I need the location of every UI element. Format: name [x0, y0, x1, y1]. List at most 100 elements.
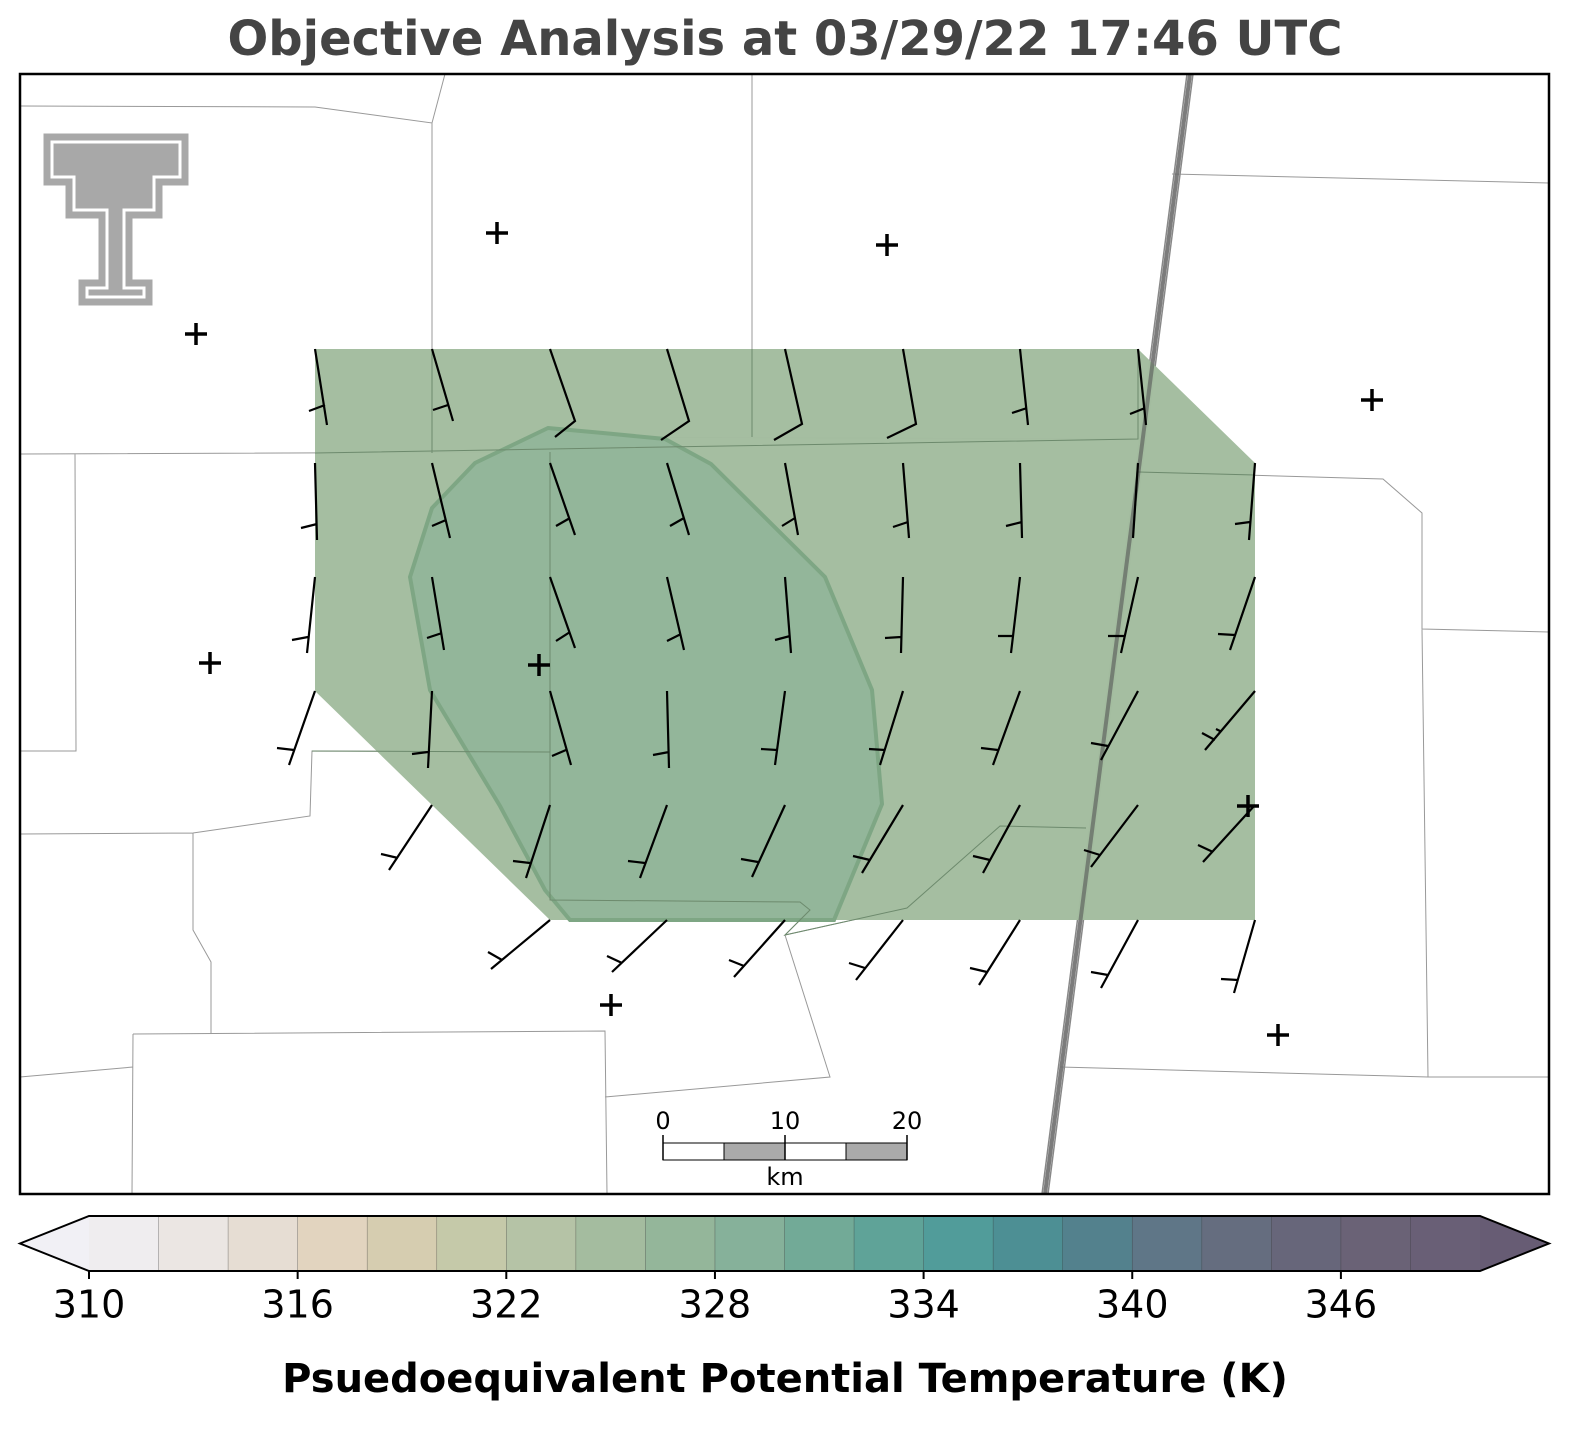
wind-barb [291, 576, 317, 654]
scale-tick-label: 10 [770, 1107, 801, 1135]
state-border-shade [1043, 74, 1192, 1194]
wind-barb [1005, 462, 1024, 539]
wind-barb [848, 919, 904, 981]
colorbar-tick-label: 328 [679, 1283, 752, 1327]
colorbar-tick-label: 340 [1096, 1283, 1169, 1327]
scale-unit: km [766, 1163, 803, 1191]
wind-barb [969, 919, 1021, 986]
wind-barb [512, 804, 552, 879]
colorbar-segment [89, 1216, 160, 1271]
wind-barb [781, 462, 800, 536]
wind-barb [548, 462, 577, 536]
wind-barb [300, 462, 319, 541]
colorbar: 310 316 322 328 334 340 346 [17, 1215, 1552, 1327]
wind-barb [852, 804, 904, 874]
colorbar-tick-label: 316 [261, 1283, 334, 1327]
colorbar-segment [158, 1216, 229, 1271]
wind-barb [1090, 690, 1139, 761]
wind-barb [728, 919, 786, 978]
wind-barb [430, 348, 455, 422]
colorbar-segment [228, 1216, 299, 1271]
wind-barb [884, 576, 905, 654]
wind-barb [1234, 462, 1257, 541]
wind-barb [652, 690, 671, 769]
wind-barbs [276, 348, 1257, 994]
wind-barb [627, 804, 669, 879]
wind-barb [308, 348, 329, 426]
scale-tick-label: 20 [892, 1107, 923, 1135]
wind-barb [1108, 576, 1140, 654]
wind-barb [380, 804, 433, 871]
wind-barb [606, 919, 668, 973]
wind-barb [868, 690, 905, 766]
colorbar-segment [923, 1216, 994, 1271]
wind-barb [660, 348, 691, 441]
colorbar-tick-label: 322 [470, 1283, 543, 1327]
scale-segment [662, 1142, 725, 1161]
wind-barb [1083, 804, 1139, 868]
wind-barb [665, 462, 691, 536]
wind-barb [548, 576, 577, 649]
colorbar-segment [854, 1216, 925, 1271]
colorbar-label: Psuedoequivalent Potential Temperature (… [282, 1356, 1288, 1402]
wind-barb [1129, 348, 1148, 426]
colorbar-segment [575, 1216, 646, 1271]
colorbar-tick-label: 334 [887, 1283, 960, 1327]
colorbar-segment [993, 1216, 1064, 1271]
county-borders-overlay [311, 349, 1256, 936]
scale-segment [845, 1142, 908, 1161]
colorbar-outline [17, 1215, 1552, 1272]
colorbar-segment [297, 1216, 368, 1271]
logo-inner [50, 140, 182, 299]
wind-barb [980, 690, 1022, 766]
wind-barb [430, 462, 452, 539]
wind-barb [1201, 690, 1256, 751]
colorbar-segment [1132, 1216, 1203, 1271]
wind-barb [1011, 348, 1030, 426]
wind-barb [411, 690, 434, 769]
colorbar-segment [1201, 1216, 1272, 1271]
wind-barb [740, 804, 786, 878]
colorbar-extend-high [1480, 1216, 1549, 1271]
colorbar-tick-label: 310 [53, 1283, 126, 1327]
colorbar-segment [1062, 1216, 1133, 1271]
wind-barb [276, 690, 317, 766]
wind-barb [774, 576, 793, 654]
wind-barb [548, 348, 577, 438]
scale-tick-label: 0 [655, 1107, 670, 1135]
colorbar-segment [367, 1216, 438, 1271]
colorbar-segment [1271, 1216, 1342, 1271]
wind-barb [1217, 576, 1257, 651]
wind-barb [1090, 919, 1139, 989]
title: Objective Analysis at 03/29/22 17:46 UTC [228, 11, 1343, 67]
logo [40, 130, 192, 309]
wind-barb [487, 919, 551, 970]
wind-barb [892, 462, 911, 539]
wind-barb [426, 576, 446, 651]
colorbar-segment [1340, 1216, 1411, 1271]
colorbar-segment [714, 1216, 785, 1271]
wind-barb [998, 576, 1022, 654]
colorbar-tick-label: 346 [1305, 1283, 1378, 1327]
colorbar-segment [645, 1216, 716, 1271]
scale-bar: 0 10 20 km [655, 1107, 922, 1191]
wind-barb [972, 804, 1021, 874]
wind-barb [773, 348, 804, 441]
wind-barb [886, 348, 918, 439]
scale-segment [723, 1142, 786, 1161]
station [185, 222, 1383, 1046]
colorbar-segment [436, 1216, 507, 1271]
map-frame [18, 72, 1551, 1196]
colorbar-segment [1410, 1216, 1481, 1271]
wind-barb [548, 690, 573, 766]
colorbar-segment [506, 1216, 577, 1271]
colorbar-extend-low [20, 1216, 89, 1271]
colorbar-segment [784, 1216, 855, 1271]
stations [185, 222, 1383, 1046]
scale-segment [784, 1142, 847, 1161]
wind-barb [760, 690, 787, 766]
wind-barb [665, 576, 686, 651]
logo-shape [40, 130, 192, 309]
map [18, 72, 1551, 1196]
